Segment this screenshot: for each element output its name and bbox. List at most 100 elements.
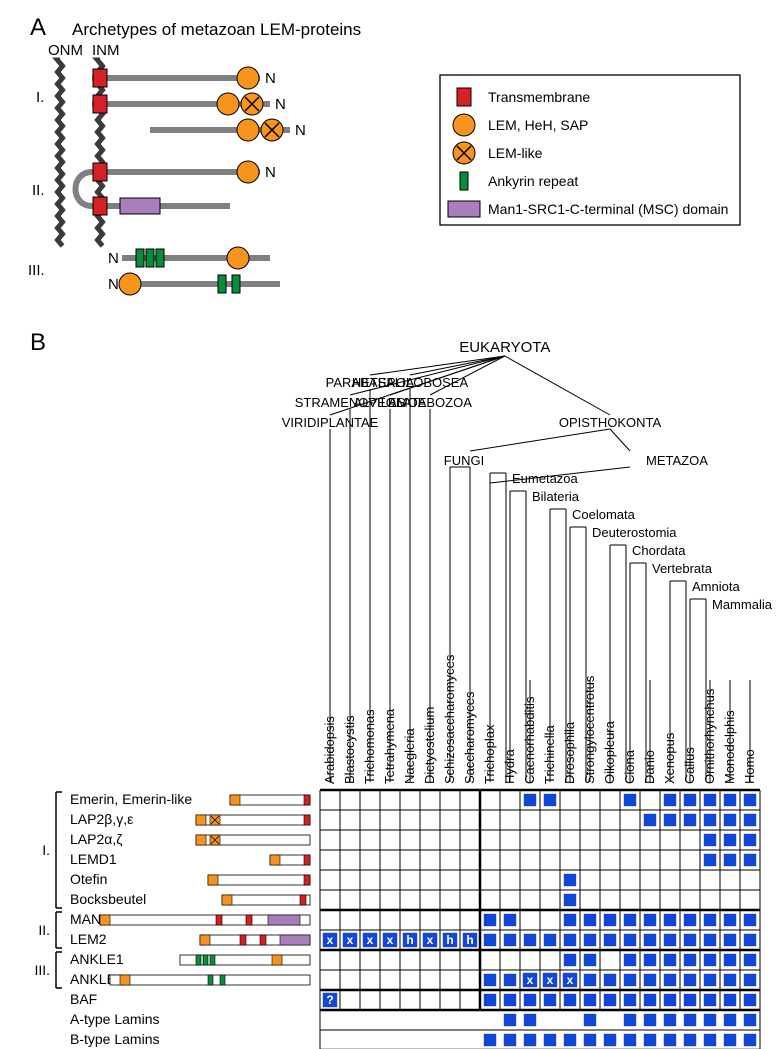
cell-present xyxy=(744,994,756,1006)
cell-present xyxy=(724,854,736,866)
lem-icon xyxy=(119,273,141,295)
cell-present xyxy=(504,934,516,946)
transmembrane-icon xyxy=(93,69,107,87)
cell-glyph: x xyxy=(327,933,334,947)
tree-node: Mammalia xyxy=(712,597,773,612)
archetype-group-i: I.NNN xyxy=(36,67,306,141)
cell-present xyxy=(684,1034,696,1046)
column-label: Tetrahymena xyxy=(382,708,397,784)
cell-present xyxy=(744,794,756,806)
cell-present xyxy=(704,1014,716,1026)
n-terminus-label: N xyxy=(108,250,119,267)
cell-present xyxy=(664,994,676,1006)
cell-present xyxy=(644,914,656,926)
cell-present xyxy=(724,974,736,986)
cell-present xyxy=(584,1034,596,1046)
tree-node: OPISTHOKONTA xyxy=(559,415,662,430)
domain-cartoon xyxy=(196,815,310,825)
cell-present xyxy=(624,994,636,1006)
archetype-group-iii: III.NN xyxy=(28,247,280,295)
legend-text: Man1-SRC1-C-terminal (MSC) domain xyxy=(488,201,728,217)
tree-node: FUNGI xyxy=(444,453,484,468)
cell-present xyxy=(704,974,716,986)
cell-present xyxy=(524,934,536,946)
column-label: Ornithorhynchus xyxy=(702,688,717,784)
tree-node: Chordata xyxy=(632,543,686,558)
cell-glyph: x xyxy=(367,933,374,947)
legend: TransmembraneLEM, HeH, SAPLEM-likeAnkyri… xyxy=(440,75,740,225)
cell-present xyxy=(604,994,616,1006)
tree-node: Coelomata xyxy=(572,507,636,522)
tree-node: Deuterostomia xyxy=(592,525,677,540)
row-group-label: III. xyxy=(34,962,50,978)
row-label: LEMD1 xyxy=(70,851,117,867)
ankyrin-icon xyxy=(460,172,468,190)
cell-present xyxy=(684,814,696,826)
tree-node: Vertebrata xyxy=(652,561,713,576)
cell-present xyxy=(484,974,496,986)
cell-present xyxy=(684,914,696,926)
column-label: Strongylocentrotus xyxy=(582,675,597,784)
cell-present xyxy=(684,1014,696,1026)
domain-cartoon xyxy=(180,955,310,965)
cell-glyph: x xyxy=(427,933,434,947)
msc-icon xyxy=(448,201,480,217)
cell-present xyxy=(504,994,516,1006)
membrane xyxy=(58,60,63,246)
transmembrane-icon xyxy=(93,197,107,215)
tree-node: Amniota xyxy=(692,579,740,594)
cell-present xyxy=(744,974,756,986)
inm-label: INM xyxy=(92,42,120,59)
ankyrin-icon xyxy=(136,249,144,267)
membrane xyxy=(98,60,103,246)
column-label: Schizosaccharomyces xyxy=(442,654,457,784)
msc-icon xyxy=(120,198,160,214)
archetype-group-ii: II.N xyxy=(32,161,276,215)
cell-present xyxy=(544,1034,556,1046)
cell-present xyxy=(684,794,696,806)
cell-present xyxy=(744,854,756,866)
cell-present xyxy=(704,934,716,946)
legend-text: LEM, HeH, SAP xyxy=(488,117,588,133)
cell-glyph: ? xyxy=(326,993,333,1007)
cell-present xyxy=(644,1014,656,1026)
row-label: LEM2 xyxy=(70,931,107,947)
cell-present xyxy=(564,934,576,946)
row-label: A-type Lamins xyxy=(70,1011,159,1027)
cell-present xyxy=(564,914,576,926)
onm-label: ONM xyxy=(48,42,83,59)
cell-present xyxy=(664,914,676,926)
cell-present xyxy=(724,994,736,1006)
cell-present xyxy=(544,794,556,806)
tree-node: METAZOA xyxy=(646,453,708,468)
group-ii-label: II. xyxy=(32,182,45,199)
column-label: Caenorhabditis xyxy=(522,696,537,784)
cell-present xyxy=(644,1034,656,1046)
tree-branch xyxy=(370,356,505,375)
column-label: Monodelphis xyxy=(722,710,737,784)
domain-cartoon xyxy=(222,895,310,905)
column-label: Saccharomyces xyxy=(462,691,477,784)
ankyrin-icon xyxy=(218,275,226,293)
cell-present xyxy=(664,954,676,966)
cell-present xyxy=(724,1014,736,1026)
legend-text: LEM-like xyxy=(488,145,543,161)
cell-present xyxy=(624,954,636,966)
cell-present xyxy=(524,1014,536,1026)
lem-icon xyxy=(237,67,259,89)
cell-present xyxy=(504,1034,516,1046)
cell-present xyxy=(724,794,736,806)
cell-present xyxy=(584,994,596,1006)
ankyrin-icon xyxy=(232,275,240,293)
cell-present xyxy=(724,954,736,966)
cell-present xyxy=(584,954,596,966)
tree-node: HETEROLOBOSEA xyxy=(352,375,469,390)
column-label: Arabidopsis xyxy=(322,716,337,784)
cell-present xyxy=(684,994,696,1006)
cell-present xyxy=(724,914,736,926)
row-label: B-type Lamins xyxy=(70,1031,159,1047)
cell-present xyxy=(644,814,656,826)
n-terminus-label: N xyxy=(108,276,119,293)
tree-node: Eumetazoa xyxy=(512,471,579,486)
row-label: BAF xyxy=(70,991,97,1007)
